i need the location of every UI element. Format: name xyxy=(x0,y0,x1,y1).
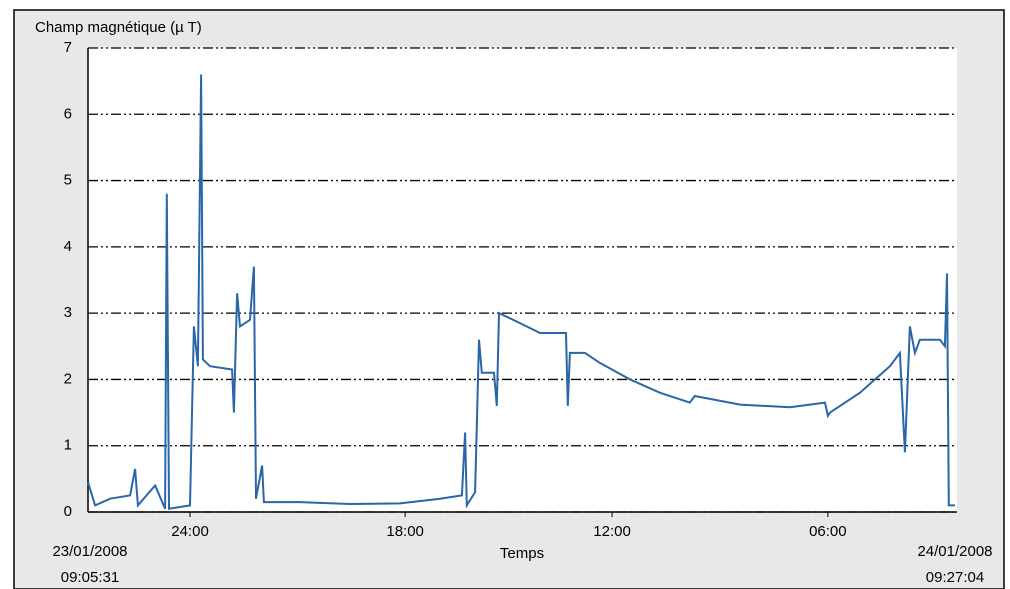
data-line xyxy=(87,74,955,510)
y-tick-label: 0 xyxy=(64,503,72,520)
x-end-time: 09:27:04 xyxy=(926,569,984,586)
y-tick-label: 3 xyxy=(64,304,72,321)
y-tick-label: 7 xyxy=(64,39,72,56)
x-start-date: 23/01/2008 xyxy=(52,543,127,560)
chart-title: Champ magnétique (µ T) xyxy=(35,19,202,36)
plot-area xyxy=(88,48,957,512)
y-tick-label: 4 xyxy=(64,238,72,255)
y-tick-label: 5 xyxy=(64,172,72,189)
y-tick-label: 6 xyxy=(64,105,72,122)
x-tick-label: 12:00 xyxy=(593,523,631,540)
y-tick-label: 1 xyxy=(64,437,72,454)
x-axis-label: Temps xyxy=(500,545,544,562)
x-tick-label: 18:00 xyxy=(386,523,424,540)
x-tick-label: 24:00 xyxy=(171,523,209,540)
x-tick-label: 06:00 xyxy=(809,523,847,540)
y-tick-label: 2 xyxy=(64,370,72,387)
x-start-time: 09:05:31 xyxy=(61,569,119,586)
x-end-date: 24/01/2008 xyxy=(917,543,992,560)
